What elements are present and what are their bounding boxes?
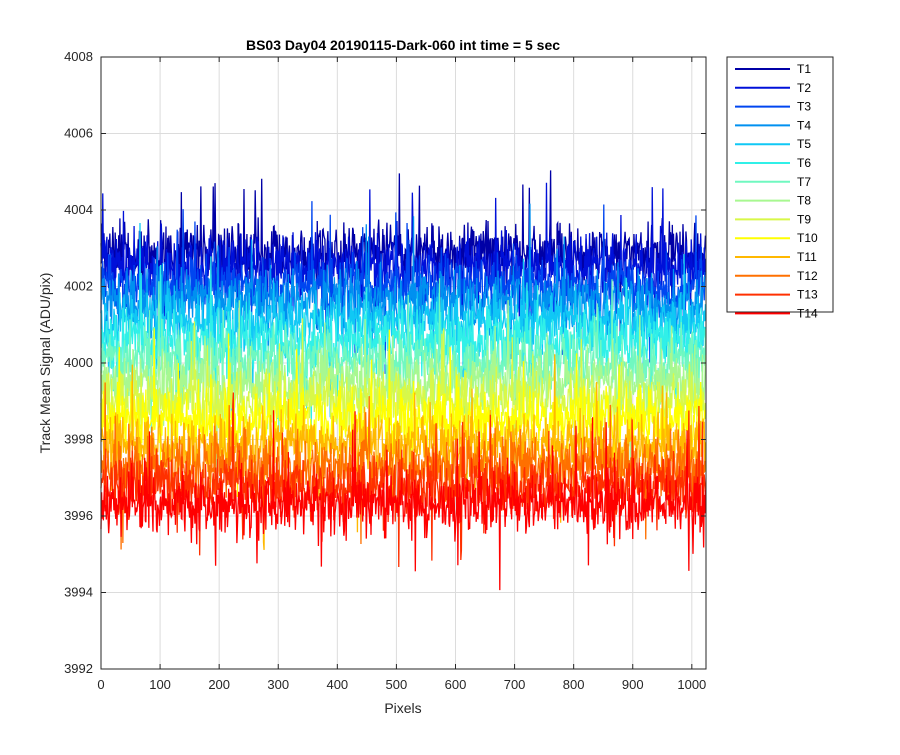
legend-label: T8 <box>797 194 811 208</box>
x-tick-label: 0 <box>97 677 104 692</box>
legend-label: T6 <box>797 156 811 170</box>
y-tick-label: 4002 <box>64 279 93 294</box>
x-tick-label: 600 <box>445 677 467 692</box>
series-line-t11 <box>100 354 707 550</box>
ticks: 0 100 200 300 400 500 600 700 800 900 1000 3992 3994… <box>64 49 706 692</box>
y-axis-label: Track Mean Signal (ADU/pix) <box>37 273 53 454</box>
y-tick-label: 4004 <box>64 202 93 217</box>
x-axis-label: Pixels <box>384 700 421 716</box>
x-tick-label: 900 <box>622 677 644 692</box>
series-line-t8 <box>100 300 707 478</box>
series-line-t13 <box>100 392 707 567</box>
y-tick-label: 3998 <box>64 432 93 447</box>
legend: T1 T2 T3 T4 T5 T6 T7 T8 T9 T10 T11 T12 T13 T14 <box>726 56 834 320</box>
x-tick-label: 800 <box>563 677 585 692</box>
y-tick-label: 4006 <box>64 126 93 141</box>
y-tick-label: 4008 <box>64 49 93 64</box>
x-tick-label: 1000 <box>677 677 706 692</box>
series-line-t9 <box>100 318 707 485</box>
legend-label: T3 <box>797 100 811 114</box>
series-line-t14 <box>100 410 707 591</box>
legend-label: T4 <box>797 118 811 132</box>
series-layer <box>100 170 707 591</box>
legend-label: T11 <box>797 250 817 264</box>
legend-label: T13 <box>797 288 818 302</box>
x-tick-label: 400 <box>326 677 348 692</box>
y-tick-label: 3992 <box>64 661 93 676</box>
legend-label: T1 <box>797 62 811 76</box>
x-tick-label: 300 <box>267 677 289 692</box>
legend-label: T7 <box>797 175 811 189</box>
legend-label: T9 <box>797 212 811 226</box>
x-tick-label: 700 <box>504 677 526 692</box>
legend-box <box>726 56 834 313</box>
legend-label: T10 <box>797 231 818 245</box>
legend-label: T5 <box>797 137 811 151</box>
x-tick-label: 200 <box>208 677 230 692</box>
legend-label: T12 <box>797 269 818 283</box>
series-line-t4 <box>100 203 706 402</box>
chart-title: BS03 Day04 20190115-Dark-060 int time = … <box>246 37 560 53</box>
legend-label: T2 <box>797 81 811 95</box>
series-line-t6 <box>100 256 707 425</box>
y-tick-label: 3994 <box>64 585 93 600</box>
x-tick-label: 500 <box>386 677 408 692</box>
y-tick-label: 3996 <box>64 508 93 523</box>
legend-label: T14 <box>797 306 818 320</box>
y-tick-label: 4000 <box>64 355 93 370</box>
series-line-t10 <box>100 328 707 502</box>
x-tick-label: 100 <box>149 677 171 692</box>
